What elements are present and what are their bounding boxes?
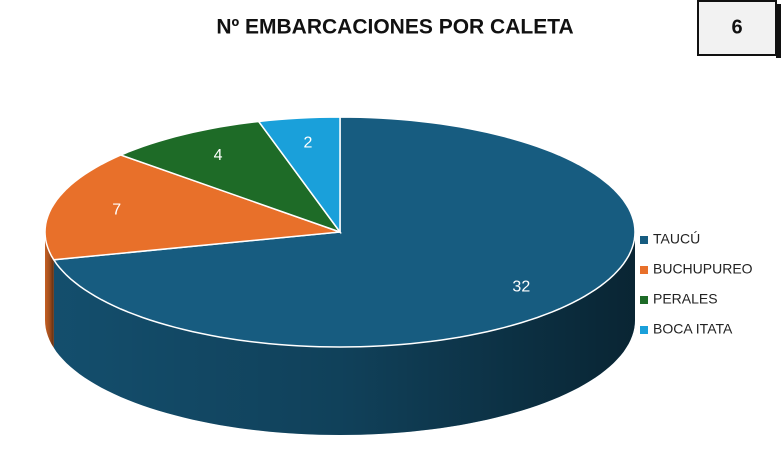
slice [52, 116, 636, 348]
chart-title: Nº EMBARCACIONES POR CALETA [216, 16, 573, 39]
legend-swatch [640, 236, 648, 244]
slice [118, 120, 343, 234]
slice [44, 154, 341, 261]
legend-swatch [640, 266, 648, 274]
legend-swatch [640, 296, 648, 304]
data-label: 32 [512, 278, 530, 295]
data-label: 4 [214, 147, 223, 164]
slice-side-shade [53, 232, 636, 435]
legend-label: BOCA ITATA [653, 321, 733, 337]
badge-shadow [776, 4, 781, 58]
legend-swatch [640, 326, 648, 334]
legend-label: BUCHUPUREO [653, 261, 753, 277]
legend-label: PERALES [653, 291, 718, 307]
badge: 6 [731, 16, 742, 38]
legend-label: TAUCÚ [653, 231, 700, 247]
data-label: 7 [112, 202, 121, 219]
data-label: 2 [304, 134, 313, 151]
slice [257, 116, 341, 235]
slice-side-shade [45, 232, 54, 348]
badge-box [697, 0, 777, 56]
